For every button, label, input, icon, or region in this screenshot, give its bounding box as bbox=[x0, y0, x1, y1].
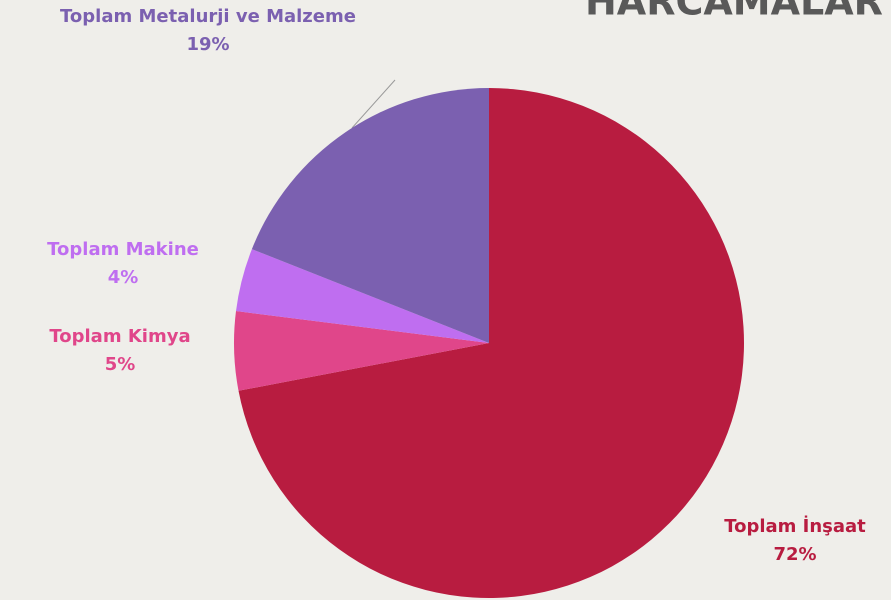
slice-label: Toplam İnşaat bbox=[724, 515, 866, 537]
leader-line bbox=[351, 79, 396, 129]
slice-value-label: 19% bbox=[186, 34, 229, 55]
pie-slice bbox=[238, 88, 745, 598]
slice-value-label: 4% bbox=[108, 267, 139, 288]
slice-label: Toplam Kimya bbox=[49, 326, 190, 347]
pie-slice bbox=[236, 249, 489, 343]
pie-slice bbox=[234, 311, 489, 391]
slice-value-label: 72% bbox=[773, 544, 816, 565]
chart-title: HARCAMALAR bbox=[585, 0, 883, 24]
slice-label: Toplam Metalurji ve Malzeme bbox=[60, 6, 356, 27]
slice-label: Toplam Makine bbox=[47, 239, 199, 260]
slice-value-label: 5% bbox=[105, 354, 136, 375]
pie-slice bbox=[251, 88, 489, 343]
